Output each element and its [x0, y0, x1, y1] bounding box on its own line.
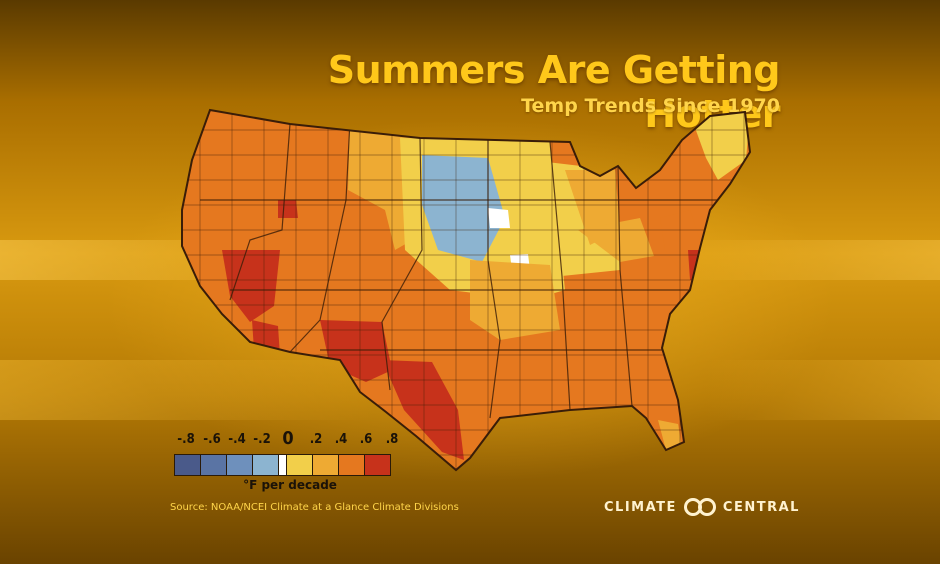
legend-swatch — [227, 455, 253, 475]
map-regions — [170, 100, 770, 480]
legend-tick: .2 — [310, 432, 323, 447]
brand-word-right: CENTRAL — [723, 500, 800, 515]
legend-swatch — [313, 455, 339, 475]
legend-tick: -.8 — [177, 432, 194, 447]
legend-tick: .4 — [335, 432, 348, 447]
us-temperature-trend-map — [170, 100, 770, 480]
legend-tick: .8 — [386, 432, 399, 447]
legend-tick-zero: 0 — [282, 428, 293, 449]
legend-swatch — [365, 455, 390, 475]
legend-tick: .6 — [360, 432, 373, 447]
infinity-logo-icon — [683, 497, 717, 517]
legend-swatch — [201, 455, 227, 475]
legend-unit: °F per decade — [170, 478, 410, 492]
legend-swatch — [175, 455, 201, 475]
legend-swatch — [287, 455, 313, 475]
legend-tick: -.2 — [253, 432, 270, 447]
legend-tick: -.6 — [203, 432, 220, 447]
legend-swatch — [253, 455, 279, 475]
climate-central-logo: CLIMATE CENTRAL — [604, 496, 800, 518]
legend-tick-labels: -.8 -.6 -.4 -.2 0 .2 .4 .6 .8 — [170, 432, 410, 452]
source-credit: Source: NOAA/NCEI Climate at a Glance Cl… — [170, 502, 459, 513]
brand-word-left: CLIMATE — [604, 500, 677, 515]
legend-tick: -.4 — [228, 432, 245, 447]
legend-swatch-zero — [279, 455, 287, 475]
legend-color-bar — [174, 454, 391, 476]
legend-swatch — [339, 455, 365, 475]
